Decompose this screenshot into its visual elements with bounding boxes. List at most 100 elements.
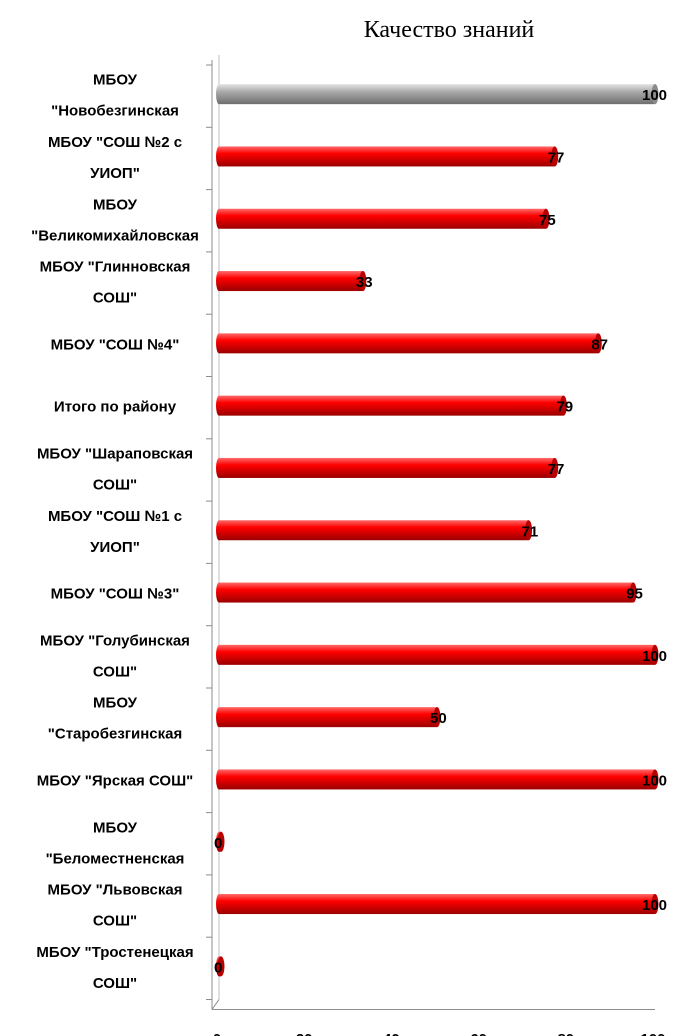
category-label: МБОУ "Тростенецкая xyxy=(36,944,193,961)
bar-body xyxy=(219,457,555,478)
category-label: МБОУ "Львовская xyxy=(48,882,183,899)
bar-end-cap xyxy=(217,956,225,977)
data-label: 77 xyxy=(548,149,565,166)
bar-start-cap xyxy=(216,395,222,416)
bar-body xyxy=(219,769,655,790)
data-label: 100 xyxy=(642,772,667,789)
category-labels: МБОУ "Новобезгинская МБОУ "СОШ №2 с УИОП" МБ… xyxy=(31,72,199,992)
data-label: 0 xyxy=(214,959,222,976)
data-label: 33 xyxy=(356,274,373,291)
bar xyxy=(216,395,567,416)
category-label: Итого по району xyxy=(54,399,177,416)
category-label: СОШ" xyxy=(93,913,137,930)
bar-end-cap xyxy=(433,707,441,728)
bar-end-cap xyxy=(542,208,550,229)
bar xyxy=(216,644,659,665)
bar xyxy=(216,831,225,852)
data-label: 0 xyxy=(214,835,222,852)
bar-start-cap xyxy=(216,582,222,603)
bar-start-cap xyxy=(216,457,222,478)
x-tick-label: 40 xyxy=(383,1031,400,1036)
bar-start-cap xyxy=(216,271,222,292)
category-label: СОШ" xyxy=(93,663,137,680)
bar xyxy=(216,208,550,229)
category-label: МБОУ xyxy=(93,695,138,712)
bar-start-cap xyxy=(216,644,222,665)
bar xyxy=(216,769,659,790)
bar-body xyxy=(219,707,437,728)
bar-body xyxy=(219,84,655,105)
category-label: УИОП" xyxy=(90,539,140,556)
bar-end-cap xyxy=(559,395,567,416)
data-label: 79 xyxy=(556,399,573,416)
category-label: МБОУ "СОШ №4" xyxy=(51,336,180,353)
bar-end-cap xyxy=(359,271,367,292)
bar-end-cap xyxy=(629,582,637,603)
category-label: МБОУ "Шараповская xyxy=(37,445,193,462)
bar xyxy=(216,84,659,105)
bar-body xyxy=(219,395,564,416)
data-label: 100 xyxy=(642,648,667,665)
bar xyxy=(216,956,225,977)
bar-start-cap xyxy=(216,208,222,229)
data-label: 77 xyxy=(548,461,565,478)
data-label: 50 xyxy=(430,710,447,727)
bar-start-cap xyxy=(216,707,222,728)
category-label: "Беломестненская xyxy=(46,850,185,867)
category-label: УИОП" xyxy=(90,165,140,182)
bar-end-cap xyxy=(551,457,559,478)
bar-end-cap xyxy=(651,769,659,790)
bar-start-cap xyxy=(216,84,222,105)
category-label: "Великомихайловская xyxy=(31,227,199,244)
bar-end-cap xyxy=(525,520,533,541)
data-label: 100 xyxy=(642,87,667,104)
bar-start-cap xyxy=(216,146,222,167)
category-label: МБОУ xyxy=(93,196,138,213)
category-label: МБОУ "СОШ №2 с xyxy=(48,134,182,151)
bar-end-cap xyxy=(217,831,225,852)
category-label: СОШ" xyxy=(93,476,137,493)
bar xyxy=(216,894,659,915)
bar-body xyxy=(219,333,599,354)
value-labels: 100 77 75 33 87 79 77 71 95 100 50 100 0 100 0 xyxy=(214,87,667,976)
bar-start-cap xyxy=(216,520,222,541)
category-label: МБОУ "Глинновская xyxy=(40,259,191,276)
bar-end-cap xyxy=(594,333,602,354)
bar-end-cap xyxy=(651,894,659,915)
bar-end-cap xyxy=(651,644,659,665)
category-label: МБОУ "Ярская СОШ" xyxy=(37,772,194,789)
chart-bars xyxy=(216,84,659,977)
bar-end-cap xyxy=(651,84,659,105)
data-label: 71 xyxy=(522,523,539,540)
bar-start-cap xyxy=(216,894,222,915)
bar xyxy=(216,707,441,728)
x-tick-label: 0 xyxy=(213,1031,221,1036)
data-label: 95 xyxy=(626,586,643,603)
category-label: МБОУ "Голубинская xyxy=(40,632,190,649)
category-label: СОШ" xyxy=(93,975,137,992)
data-label: 100 xyxy=(642,897,667,914)
category-label: МБОУ xyxy=(93,72,138,89)
category-label: МБОУ "СОШ №3" xyxy=(51,586,180,603)
bar-body xyxy=(219,208,546,229)
chart-title: Качество знаний xyxy=(364,17,535,43)
x-tick-label: 100 xyxy=(640,1031,665,1036)
bar xyxy=(216,333,602,354)
bar-start-cap xyxy=(216,333,222,354)
category-label: МБОУ xyxy=(93,819,138,836)
x-tick-label: 60 xyxy=(470,1031,487,1036)
bar-body xyxy=(219,520,529,541)
bar-body xyxy=(219,644,655,665)
data-label: 87 xyxy=(591,336,608,353)
bar xyxy=(216,457,559,478)
category-label: "Старобезгинская xyxy=(48,726,183,743)
category-label: "Новобезгинская xyxy=(51,103,179,120)
bar-end-cap xyxy=(551,146,559,167)
x-tick-label: 80 xyxy=(557,1031,574,1036)
x-tick-label: 20 xyxy=(296,1031,313,1036)
bar xyxy=(216,271,367,292)
bar-start-cap xyxy=(216,769,222,790)
bar-body xyxy=(219,146,555,167)
bar-body xyxy=(219,894,655,915)
